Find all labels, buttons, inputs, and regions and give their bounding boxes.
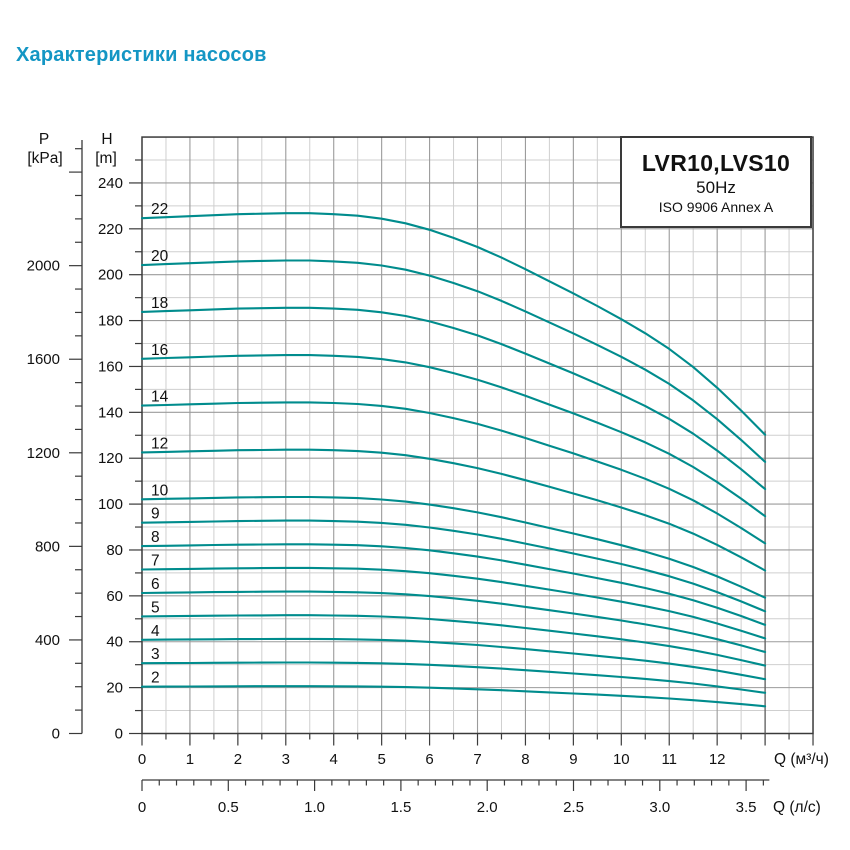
flow-tick-label: 10 (613, 751, 630, 768)
ls-tick-label: 3.0 (649, 799, 670, 816)
head-tick-label: 20 (106, 680, 123, 697)
flow-axis-ls-label: Q (л/с) (773, 799, 821, 816)
flow-tick-label: 11 (661, 751, 677, 768)
pump-curve-14 (140, 401, 767, 545)
flow-tick-label: 8 (521, 751, 529, 768)
head-tick-label: 140 (98, 404, 123, 421)
chart-info-box: LVR10,LVS10 50Hz ISO 9906 Annex A (620, 136, 812, 228)
curve-label-9: 9 (151, 506, 160, 523)
curve-label-2: 2 (151, 670, 160, 687)
head-tick-label: 60 (106, 588, 123, 605)
curve-label-12: 12 (151, 435, 168, 452)
pump-curve-7 (140, 566, 767, 640)
curve-label-6: 6 (151, 576, 160, 593)
curve-label-7: 7 (151, 553, 160, 570)
flow-tick-label: 5 (377, 751, 385, 768)
ls-tick-label: 0.5 (218, 799, 239, 816)
ls-tick-label: 1.0 (304, 799, 325, 816)
pump-curve-18 (140, 306, 767, 491)
curve-label-3: 3 (151, 646, 160, 663)
flow-tick-label: 0 (138, 751, 146, 768)
head-tick-label: 220 (98, 221, 123, 238)
pressure-tick-label: 2000 (27, 258, 60, 275)
flow-tick-label: 9 (569, 751, 577, 768)
head-tick-label: 160 (98, 358, 123, 375)
flow-tick-label: 3 (282, 751, 290, 768)
curve-labels: 2 3 4 5 6 7 8 9 10 12 14 16 18 20 22 (151, 201, 169, 686)
curve-label-5: 5 (151, 599, 160, 616)
page-title: Характеристики насосов (16, 44, 267, 66)
pressure-tick-label: 0 (52, 726, 60, 743)
pressure-tick-label: 1600 (27, 351, 60, 368)
flow-tick-label: 4 (330, 751, 338, 768)
curve-label-16: 16 (151, 342, 168, 359)
pump-curve-8 (140, 543, 767, 626)
grid-major (142, 137, 814, 734)
pump-curve-6 (140, 590, 767, 654)
pump-curve-22 (140, 212, 767, 436)
standard-label: ISO 9906 Annex A (658, 198, 774, 215)
head-axis-title: H (101, 131, 112, 148)
curve-label-4: 4 (151, 623, 160, 640)
head-tick-label: 240 (98, 175, 123, 192)
pump-curve-4 (140, 637, 767, 681)
pump-curve-5 (140, 614, 767, 667)
flow-tick-label: 7 (473, 751, 481, 768)
head-tick-label: 180 (98, 313, 123, 330)
pressure-axis-unit: [kPa] (27, 150, 62, 167)
ls-tick-label: 2.0 (477, 799, 498, 816)
flow-axis-m3h: 0 1 2 3 4 5 6 7 8 9 10 11 12 Q (м³/ч) (138, 733, 829, 768)
ls-tick-label: 0 (138, 799, 146, 816)
ls-tick-label: 1.5 (390, 799, 411, 816)
flow-tick-label: 1 (186, 751, 194, 768)
pressure-tick-label: 800 (35, 538, 60, 555)
flow-axis-m3h-label: Q (м³/ч) (774, 751, 829, 768)
ls-tick-label: 2.5 (563, 799, 584, 816)
head-tick-label: 120 (98, 450, 123, 467)
pressure-axis: 0 400 800 1200 1600 2000 P [kPa] (27, 131, 83, 743)
head-axis: 0 20 40 60 80 100 120 140 160 180 200 220 240 H [m] (95, 131, 142, 743)
pressure-tick-label: 400 (35, 632, 60, 649)
pump-model-label: LVR10,LVS10 (641, 149, 791, 176)
curve-label-14: 14 (151, 389, 169, 406)
pump-curve-10 (140, 495, 767, 599)
flow-tick-label: 6 (425, 751, 433, 768)
curve-label-20: 20 (151, 248, 169, 265)
flow-tick-label: 12 (709, 751, 726, 768)
pump-curve-3 (140, 661, 767, 694)
curve-label-8: 8 (151, 529, 160, 546)
head-tick-label: 200 (98, 267, 123, 284)
frequency-label: 50Hz (696, 177, 736, 197)
pump-curve-12 (140, 448, 767, 572)
ls-tick-label: 3.5 (736, 799, 757, 816)
flow-tick-label: 2 (234, 751, 242, 768)
head-axis-unit: [m] (95, 150, 117, 167)
curve-label-10: 10 (151, 482, 169, 499)
flow-axis-ls: 0 0.5 1.0 1.5 2.0 2.5 3.0 3.5 Q (л/с) (138, 779, 821, 816)
head-tick-label: 80 (106, 542, 123, 559)
head-tick-label: 40 (106, 634, 123, 651)
pressure-tick-label: 1200 (27, 445, 60, 462)
pump-curves (140, 212, 767, 708)
curve-label-22: 22 (151, 201, 168, 218)
pump-curve-2 (140, 685, 767, 708)
head-tick-label: 100 (98, 496, 123, 513)
pump-curve-9 (140, 519, 767, 613)
curve-label-18: 18 (151, 295, 168, 312)
pump-curve-20 (140, 259, 767, 463)
pump-curve-16 (140, 354, 767, 518)
pressure-axis-title: P (39, 131, 49, 148)
head-tick-label: 0 (115, 726, 123, 743)
